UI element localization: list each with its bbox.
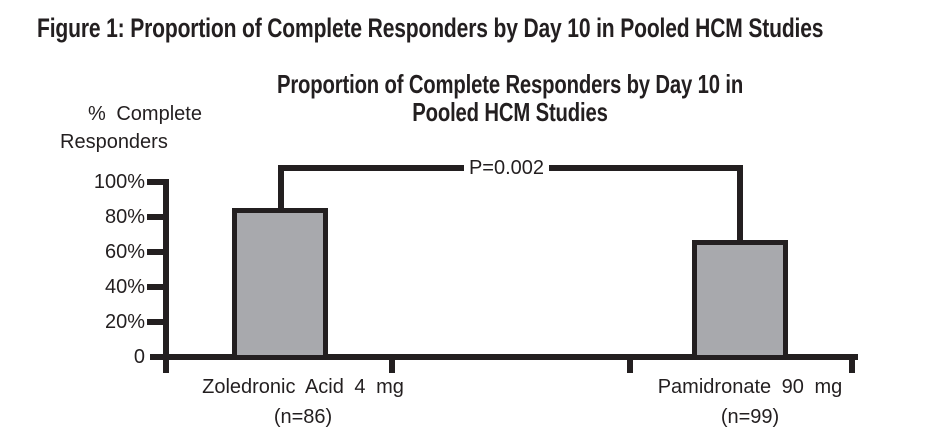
figure-title: Figure 1: Proportion of Complete Respond…: [37, 13, 824, 43]
x-axis-line: [150, 354, 858, 360]
y-tick-mark-80: [147, 214, 169, 220]
y-tick-mark-40: [147, 284, 169, 290]
chart-title: Proportion of Complete Responders by Day…: [160, 70, 860, 126]
p-value-label: P=0.002: [468, 157, 545, 179]
y-tick-mark-100: [147, 179, 169, 185]
x-category-pamidronate: Pamidronate 90 mg (n=99): [600, 374, 900, 430]
x-category-zoledronic-acid: Zoledronic Acid 4 mg (n=86): [153, 374, 453, 430]
x-tick-mark-2: [627, 354, 633, 373]
y-tick-mark-20: [147, 319, 169, 325]
y-axis-label-line2: Responders: [60, 131, 168, 153]
significance-bracket-left-segment: [278, 165, 464, 171]
y-axis-label-line1: % Complete: [88, 103, 202, 125]
significance-bracket-right-segment: [549, 165, 743, 171]
y-tick-label-40: 40%: [104, 276, 145, 298]
y-tick-mark-60: [147, 249, 169, 255]
chart-title-line1: Proportion of Complete Responders by Day…: [276, 69, 744, 99]
significance-bracket-left-drop: [278, 166, 284, 214]
y-tick-label-100: 100%: [93, 171, 145, 193]
y-tick-label-60: 60%: [104, 241, 145, 263]
x-category-label: Zoledronic Acid 4 mg: [202, 376, 404, 398]
bar-zoledronic-acid: [232, 208, 328, 360]
y-axis-line: [163, 179, 169, 373]
y-tick-label-0: 0: [133, 346, 145, 368]
x-tick-mark-end: [849, 354, 855, 373]
bar-pamidronate: [692, 239, 788, 360]
y-tick-label-80: 80%: [104, 206, 145, 228]
x-category-n: (n=99): [720, 406, 780, 428]
x-category-n: (n=86): [273, 406, 333, 428]
y-tick-label-20: 20%: [104, 311, 145, 333]
significance-bracket-right-drop: [737, 166, 743, 245]
chart-title-line2: Pooled HCM Studies: [412, 97, 608, 127]
x-tick-mark-1: [389, 354, 395, 373]
x-category-label: Pamidronate 90 mg: [657, 376, 843, 398]
